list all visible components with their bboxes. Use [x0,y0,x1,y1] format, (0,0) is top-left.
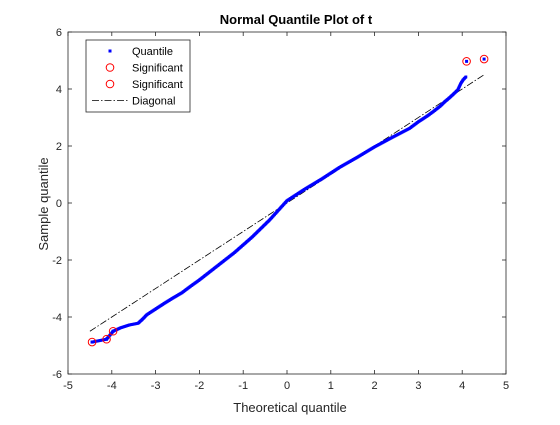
significant-marker [102,334,111,344]
quantile-point [465,59,469,63]
legend-entry-label: Diagonal [132,96,175,108]
diagonal-line [89,74,485,332]
significant-marker [87,337,97,347]
legend-significant-marker [105,63,115,72]
y-tick-label: -2 [52,255,62,267]
x-axis-label: Theoretical quantile [233,400,346,415]
x-tick-label: -4 [107,380,117,392]
x-tick-label: 1 [328,380,334,392]
x-tick-label: 3 [415,380,421,392]
x-tick-label: -1 [238,380,248,392]
x-tick-label: -3 [151,380,161,392]
x-tick-label: 4 [459,380,465,392]
significant-series-1 [87,326,118,347]
y-axis-label: Sample quantile [36,157,51,250]
quantile-point [482,57,486,61]
chart-title: Normal Quantile Plot of t [220,12,373,27]
legend-quantile-marker [108,49,112,53]
significant-marker [108,326,118,336]
x-tick-label: 0 [284,380,290,392]
quantile-point [464,75,468,79]
legend-box [85,39,191,113]
quantile-point [111,329,115,333]
significant-series-2 [462,54,489,66]
y-tick-label: -4 [52,312,62,324]
significant-marker [479,54,489,64]
quantile-point [105,337,109,341]
quantile-point [90,340,94,344]
legend-entry-label: Significant [132,63,183,75]
quantile-series [90,57,486,344]
y-tick-label: 4 [56,84,62,96]
x-tick-label: 2 [372,380,378,392]
significant-marker [462,57,471,66]
legend-entry-label: Significant [132,79,183,91]
y-tick-label: 0 [56,198,62,210]
x-tick-label: -5 [63,380,73,392]
y-tick-label: -6 [52,369,62,381]
legend: Quantile Significant Significant Diagonal [85,39,191,113]
legend-entry-label: Quantile [132,46,173,58]
y-tick-label: 2 [56,141,62,153]
y-tick-label: 6 [56,27,62,39]
legend-significant-marker [105,79,115,89]
x-tick-label: -2 [195,380,205,392]
x-tick-label: 5 [503,380,509,392]
